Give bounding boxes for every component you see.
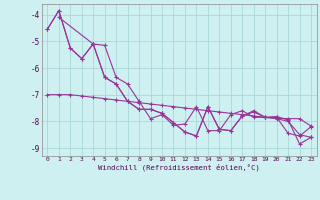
X-axis label: Windchill (Refroidissement éolien,°C): Windchill (Refroidissement éolien,°C) (98, 164, 260, 171)
